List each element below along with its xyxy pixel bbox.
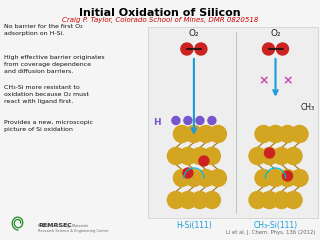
Circle shape — [196, 116, 204, 125]
Circle shape — [273, 148, 290, 164]
Circle shape — [184, 116, 192, 125]
Text: High effective barrier originates
from coverage dependence
and diffusion barrier: High effective barrier originates from c… — [4, 55, 105, 74]
Circle shape — [208, 116, 216, 125]
Circle shape — [276, 43, 289, 55]
Text: O₂: O₂ — [188, 29, 199, 38]
Text: Provides a new, microscopic
picture of Si oxidation: Provides a new, microscopic picture of S… — [4, 120, 93, 132]
Text: REMRSEC: REMRSEC — [38, 223, 72, 228]
Text: Li et al. J. Chem. Phys. 136 (2012): Li et al. J. Chem. Phys. 136 (2012) — [227, 230, 316, 235]
Circle shape — [291, 126, 308, 143]
Circle shape — [261, 148, 278, 164]
Circle shape — [249, 148, 266, 164]
Circle shape — [255, 169, 272, 186]
Bar — [148, 27, 318, 218]
Circle shape — [183, 168, 193, 178]
Circle shape — [283, 171, 292, 181]
Circle shape — [167, 148, 184, 164]
Circle shape — [279, 126, 296, 143]
Text: ×: × — [258, 74, 269, 87]
Circle shape — [199, 156, 209, 166]
Circle shape — [195, 43, 207, 55]
Circle shape — [285, 148, 302, 164]
Text: Renewable Energy Materials
Research Science & Engineering Center: Renewable Energy Materials Research Scie… — [38, 224, 108, 233]
Circle shape — [185, 169, 203, 186]
Text: Craig P. Taylor, Colorado School of Mines, DMR 0820518: Craig P. Taylor, Colorado School of Mine… — [62, 17, 258, 23]
Circle shape — [267, 169, 284, 186]
Text: No barrier for the first O₂
adsorption on H-Si.: No barrier for the first O₂ adsorption o… — [4, 24, 83, 36]
Text: CH₃: CH₃ — [301, 103, 315, 112]
Circle shape — [173, 126, 190, 143]
Circle shape — [285, 192, 302, 209]
Text: Initial Oxidation of Silicon: Initial Oxidation of Silicon — [79, 8, 241, 18]
Circle shape — [267, 126, 284, 143]
Circle shape — [249, 192, 266, 209]
Circle shape — [261, 192, 278, 209]
Circle shape — [262, 43, 275, 55]
Text: CH₃-Si(111): CH₃-Si(111) — [253, 221, 298, 230]
Circle shape — [204, 192, 220, 209]
Circle shape — [255, 126, 272, 143]
Circle shape — [279, 169, 296, 186]
Circle shape — [191, 148, 208, 164]
Circle shape — [209, 169, 227, 186]
Circle shape — [167, 192, 184, 209]
Circle shape — [191, 192, 208, 209]
Circle shape — [209, 126, 227, 143]
Circle shape — [273, 192, 290, 209]
Text: H-Si(111): H-Si(111) — [176, 221, 212, 230]
Circle shape — [172, 116, 180, 125]
Circle shape — [185, 126, 203, 143]
Circle shape — [173, 169, 190, 186]
Circle shape — [265, 148, 275, 158]
Text: H: H — [153, 118, 161, 127]
Circle shape — [291, 169, 308, 186]
Circle shape — [180, 192, 196, 209]
Circle shape — [204, 148, 220, 164]
Text: O₂: O₂ — [270, 29, 281, 38]
Text: CH₃-Si more resistant to
oxidation because O₂ must
react with ligand first.: CH₃-Si more resistant to oxidation becau… — [4, 85, 89, 104]
Circle shape — [197, 126, 214, 143]
Circle shape — [181, 43, 193, 55]
Text: ×: × — [282, 74, 293, 87]
Circle shape — [197, 169, 214, 186]
Circle shape — [180, 148, 196, 164]
